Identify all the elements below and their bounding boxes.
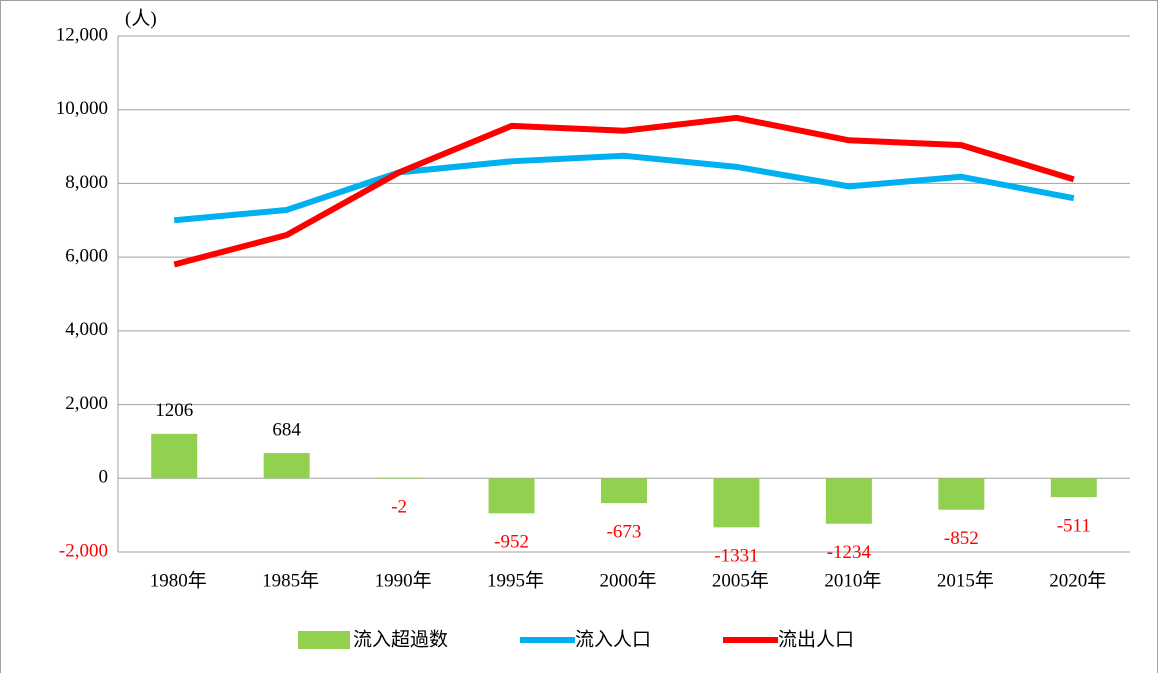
y-tick-label: -2,000 [59, 540, 108, 561]
y-tick-label: 6,000 [65, 246, 108, 267]
x-tick-label: 2010年 [824, 569, 881, 591]
x-tick-label: 1995年 [487, 569, 544, 591]
bar [825, 478, 872, 524]
legend-label: 流入超過数 [353, 629, 448, 651]
data-label: -1331 [714, 546, 758, 567]
x-tick-label: 2020年 [1049, 569, 1106, 591]
x-tick-label: 1990年 [375, 569, 432, 591]
x-tick-label: 1985年 [262, 569, 319, 591]
legend-label: 流入人口 [575, 629, 651, 651]
x-tick-label: 2005年 [712, 569, 769, 591]
bar [263, 453, 310, 479]
data-label: -952 [494, 532, 529, 553]
y-tick-label: 4,000 [65, 319, 108, 340]
bar [601, 478, 647, 504]
line [173, 152, 1075, 224]
data-label: -511 [1057, 515, 1091, 536]
data-label: -1234 [827, 542, 872, 563]
bar [1050, 478, 1097, 498]
bar [151, 433, 198, 479]
legend-swatch [298, 631, 350, 649]
y-tick-label: 12,000 [56, 24, 108, 45]
bar [488, 478, 535, 514]
bar [938, 478, 985, 510]
y-tick-label: 10,000 [56, 98, 108, 119]
unit-label: (人) [125, 7, 157, 29]
y-tick-label: 8,000 [65, 172, 108, 193]
x-tick-label: 2000年 [599, 569, 656, 591]
bar [713, 478, 760, 528]
data-label: -673 [607, 521, 642, 542]
x-tick-label: 1980年 [150, 569, 207, 591]
x-tick-label: 2015年 [937, 569, 994, 591]
data-label: -852 [944, 528, 979, 549]
data-label: 1206 [155, 400, 193, 421]
data-label: -2 [391, 497, 407, 518]
legend-label: 流出人口 [778, 629, 854, 651]
y-tick-label: 2,000 [65, 393, 108, 414]
bar [376, 478, 423, 479]
data-label: 684 [272, 419, 301, 440]
line [173, 114, 1075, 268]
y-tick-label: 0 [99, 467, 109, 488]
